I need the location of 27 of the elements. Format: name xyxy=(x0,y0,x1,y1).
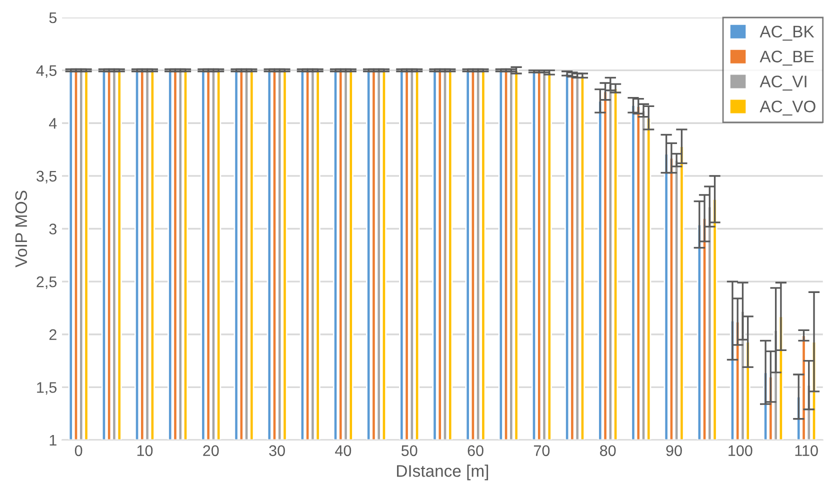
legend-label: AC_VI xyxy=(760,76,806,91)
x-tick-label: 50 xyxy=(401,445,418,456)
y-tick-label: 1 xyxy=(50,435,56,446)
x-tick-label: 70 xyxy=(534,445,550,456)
y-tick-label: 2 xyxy=(49,329,56,340)
y-tick-label: 3,5 xyxy=(36,170,57,184)
x-axis-title: DIstance [m] xyxy=(397,464,488,480)
x-tick-label: 90 xyxy=(666,445,682,456)
y-tick-label: 2,5 xyxy=(36,276,57,290)
x-tick-label: 0 xyxy=(74,445,82,456)
x-tick-label: 40 xyxy=(335,445,352,456)
y-axis-title: VoIP MOS xyxy=(15,190,28,268)
y-tick-label: 4 xyxy=(49,118,57,129)
x-tick-label: 110 xyxy=(795,445,818,456)
y-tick-label: 3 xyxy=(49,224,56,234)
y-tick-label: 5 xyxy=(49,12,57,24)
x-tick-label: 100 xyxy=(728,445,752,456)
y-tick-label: 4,5 xyxy=(36,65,57,78)
x-tick-label: 10 xyxy=(137,445,153,456)
legend-label: AC_VO xyxy=(760,100,816,116)
legend-label: AC_BK xyxy=(760,26,814,41)
legend-label: AC_BE xyxy=(760,50,814,66)
x-tick-label: 20 xyxy=(203,445,219,456)
x-tick-label: 80 xyxy=(600,445,616,456)
x-tick-label: 30 xyxy=(269,445,285,456)
y-tick-label: 1,5 xyxy=(37,382,57,395)
x-tick-label: 60 xyxy=(468,445,484,456)
